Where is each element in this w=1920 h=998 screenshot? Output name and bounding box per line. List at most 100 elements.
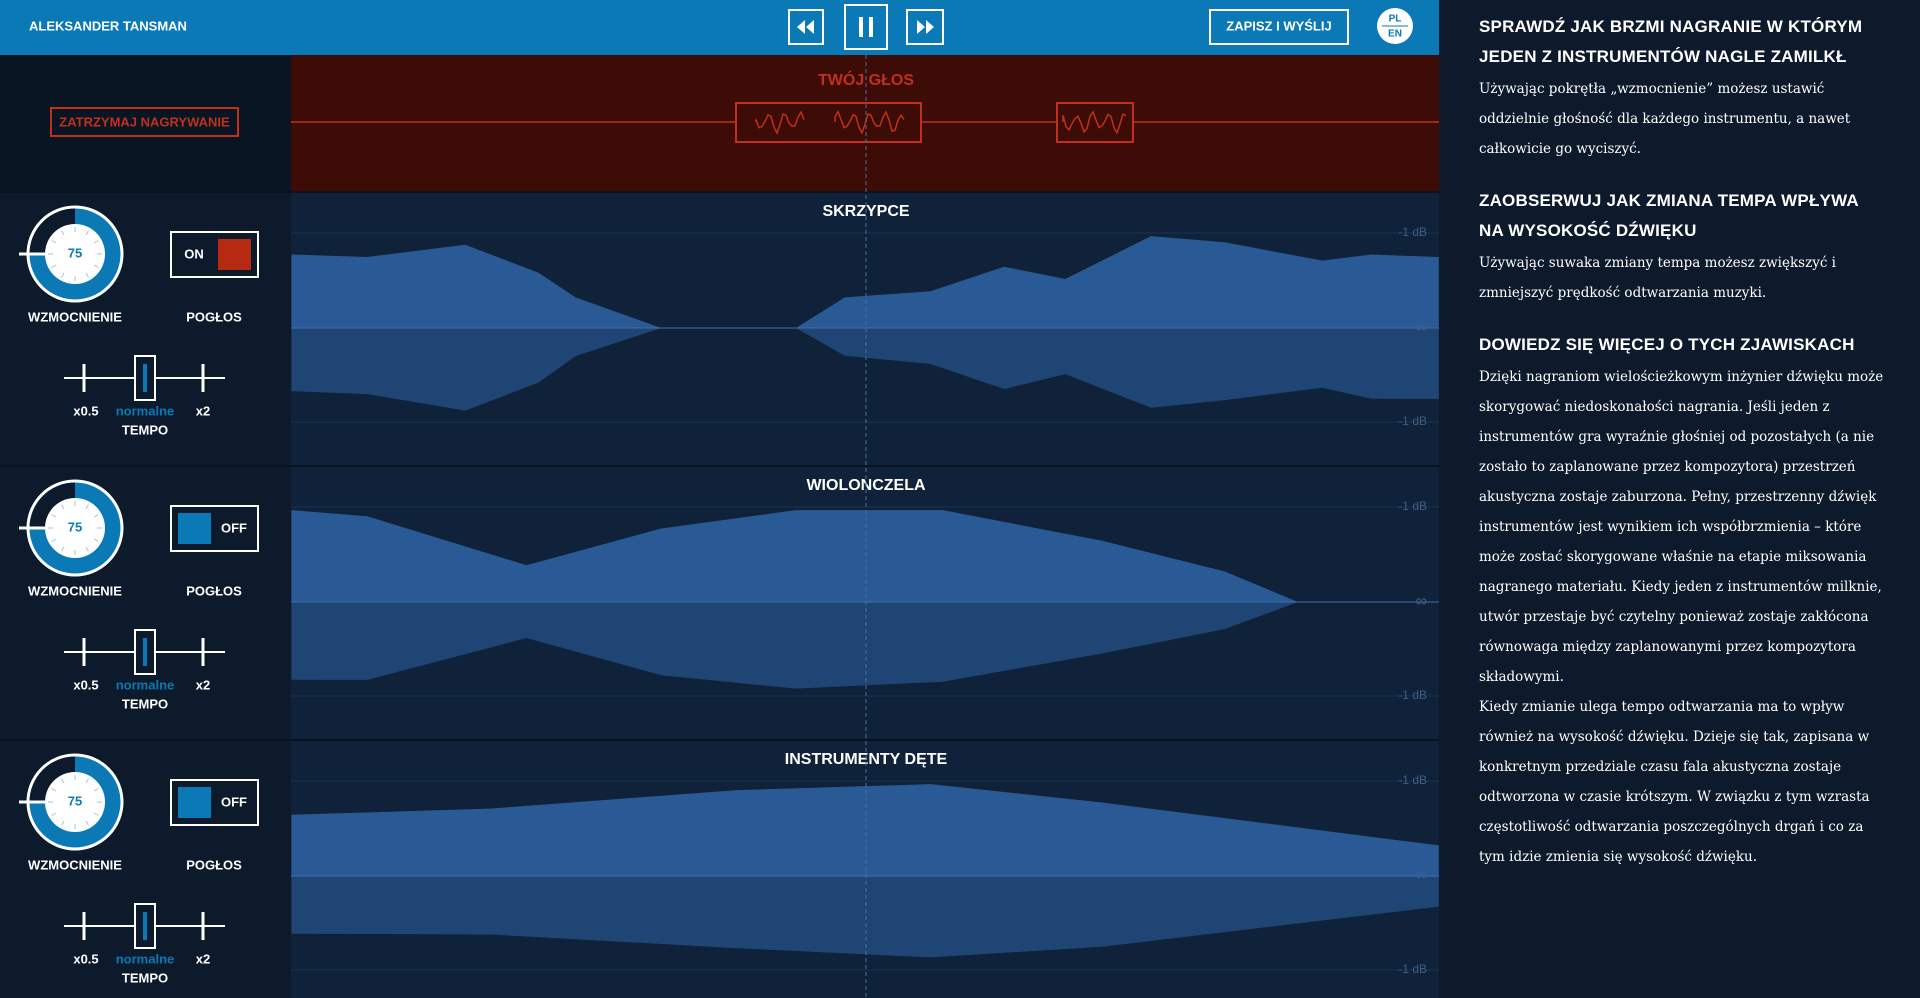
db-mid: ∞: [1416, 867, 1427, 884]
reverb-toggle[interactable]: OFF: [170, 505, 259, 552]
knob-tick: [51, 812, 57, 816]
tracks: SKRZYPCE-1 dB∞-1 dB75WZMOCNIENIEONPOGŁOS…: [0, 191, 1439, 998]
knob-tick: [85, 504, 89, 510]
knob-tick: [61, 504, 65, 510]
info-heading: ZAOBSERWUJ JAK ZMIANA TEMPA WPŁYWA NA WY…: [1479, 191, 1859, 240]
toggle-indicator: [218, 239, 251, 270]
knob-tick: [93, 538, 99, 542]
tempo-mid: normalne: [116, 677, 175, 692]
knob-tick: [85, 778, 89, 784]
tempo-max: x2: [196, 951, 210, 966]
waveform-bottom: [291, 876, 1439, 958]
toggle-indicator: [178, 513, 211, 544]
tempo-label: TEMPO: [122, 696, 168, 711]
tempo-mid: normalne: [116, 951, 175, 966]
record-panel: [0, 55, 291, 192]
toggle-frame: [170, 505, 259, 552]
db-mid: ∞: [1416, 593, 1427, 610]
knob-tick: [51, 240, 57, 244]
gain-label: WZMOCNIENIE: [28, 583, 122, 598]
tempo-min: x0.5: [73, 403, 98, 418]
toggle-frame: [170, 231, 259, 278]
knob-tick: [93, 264, 99, 268]
info-text: Używając pokrętła „wzmocnienie” możesz u…: [1479, 81, 1851, 157]
voice-clips: [735, 102, 1134, 143]
gain-knob[interactable]: 75: [19, 753, 124, 851]
toggle-state: OFF: [221, 794, 247, 809]
knob-tick: [51, 264, 57, 268]
tempo-label: TEMPO: [122, 970, 168, 985]
tempo-max: x2: [196, 677, 210, 692]
save-button[interactable]: ZAPISZ I WYŚLIJ: [1209, 9, 1349, 45]
tempo-slider[interactable]: [64, 355, 225, 401]
knob-tick: [93, 240, 99, 244]
db-mid: ∞: [1416, 319, 1427, 336]
slider-handle-mark: [143, 364, 147, 392]
knob-tick: [61, 820, 65, 826]
knob-face: [45, 772, 105, 832]
toggle-frame: [170, 779, 259, 826]
db-bottom: -1 dB: [1398, 688, 1427, 702]
reverb-toggle[interactable]: ON: [170, 231, 259, 278]
waveform-top: [291, 784, 1439, 876]
artist: ALEKSANDER TANSMAN: [29, 18, 187, 33]
knob-tick: [93, 812, 99, 816]
tempo-max: x2: [196, 403, 210, 418]
db-top: -1 dB: [1398, 225, 1427, 239]
info-text: Dzięki nagraniom wielościeżkowym inżynie…: [1479, 369, 1884, 685]
reverb-label: POGŁOS: [186, 583, 242, 598]
knob-tick: [93, 514, 99, 518]
gain-value: 75: [68, 245, 82, 260]
voice-wave: [834, 110, 905, 135]
db-top: -1 dB: [1398, 773, 1427, 787]
info-section: DOWIEDZ SIĘ WIĘCEJ O TYCH ZJAWISKACH Dzię…: [1479, 330, 1884, 872]
top-bar: [0, 0, 1439, 55]
info-heading: SPRAWDŹ JAK BRZMI NAGRANIE W KTÓRYM JEDE…: [1479, 17, 1863, 66]
waveform-bottom: [291, 602, 1439, 689]
knob-tick: [85, 546, 89, 552]
gain-knob[interactable]: 75: [19, 205, 124, 303]
rewind-button[interactable]: [788, 9, 824, 45]
tempo-slider[interactable]: [64, 903, 225, 949]
knob-tick: [85, 820, 89, 826]
gain-knob[interactable]: 75: [19, 479, 124, 577]
knob-tick: [61, 778, 65, 784]
knob-tick: [85, 272, 89, 278]
toggle-indicator: [178, 787, 211, 818]
knob-tick: [61, 272, 65, 278]
forward-button[interactable]: [906, 9, 944, 45]
reverb-toggle[interactable]: OFF: [170, 779, 259, 826]
tempo-slider[interactable]: [64, 629, 225, 675]
track-name: INSTRUMENTY DĘTE: [785, 751, 948, 768]
knob-tick: [61, 230, 65, 236]
knob-tick: [93, 788, 99, 792]
slider-handle-mark: [143, 638, 147, 666]
pause-button[interactable]: [844, 4, 888, 50]
tempo-label: TEMPO: [122, 422, 168, 437]
tempo-min: x0.5: [73, 951, 98, 966]
slider-handle-mark: [143, 912, 147, 940]
info-section: SPRAWDŹ JAK BRZMI NAGRANIE W KTÓRYM JEDE…: [1479, 12, 1884, 164]
gain-value: 75: [68, 519, 82, 534]
knob-face: [45, 224, 105, 284]
gain-label: WZMOCNIENIE: [28, 309, 122, 324]
tempo-min: x0.5: [73, 677, 98, 692]
lang-en: EN: [1388, 29, 1402, 40]
gain-label: WZMOCNIENIE: [28, 857, 122, 872]
stop-recording-button[interactable]: ZATRZYMAJ NAGRYWANIE: [50, 107, 239, 137]
waveform-top: [291, 236, 1439, 328]
info-section: ZAOBSERWUJ JAK ZMIANA TEMPA WPŁYWA NA WY…: [1479, 186, 1884, 308]
stop-label: ZATRZYMAJ NAGRYWANIE: [59, 114, 230, 129]
language-switch[interactable]: PL EN: [1377, 8, 1413, 44]
db-bottom: -1 dB: [1398, 962, 1427, 976]
waveform-top: [291, 510, 1439, 602]
info-text: Używając suwaka zmiany tempa możesz zwię…: [1479, 255, 1836, 301]
tempo-mid: normalne: [116, 403, 175, 418]
save-label: ZAPISZ I WYŚLIJ: [1226, 18, 1331, 33]
toggle-state: OFF: [221, 520, 247, 535]
knob-tick: [51, 514, 57, 518]
knob-tick: [51, 538, 57, 542]
knob-tick: [51, 788, 57, 792]
info-panel: SPRAWDŹ JAK BRZMI NAGRANIE W KTÓRYM JEDE…: [1439, 0, 1920, 998]
